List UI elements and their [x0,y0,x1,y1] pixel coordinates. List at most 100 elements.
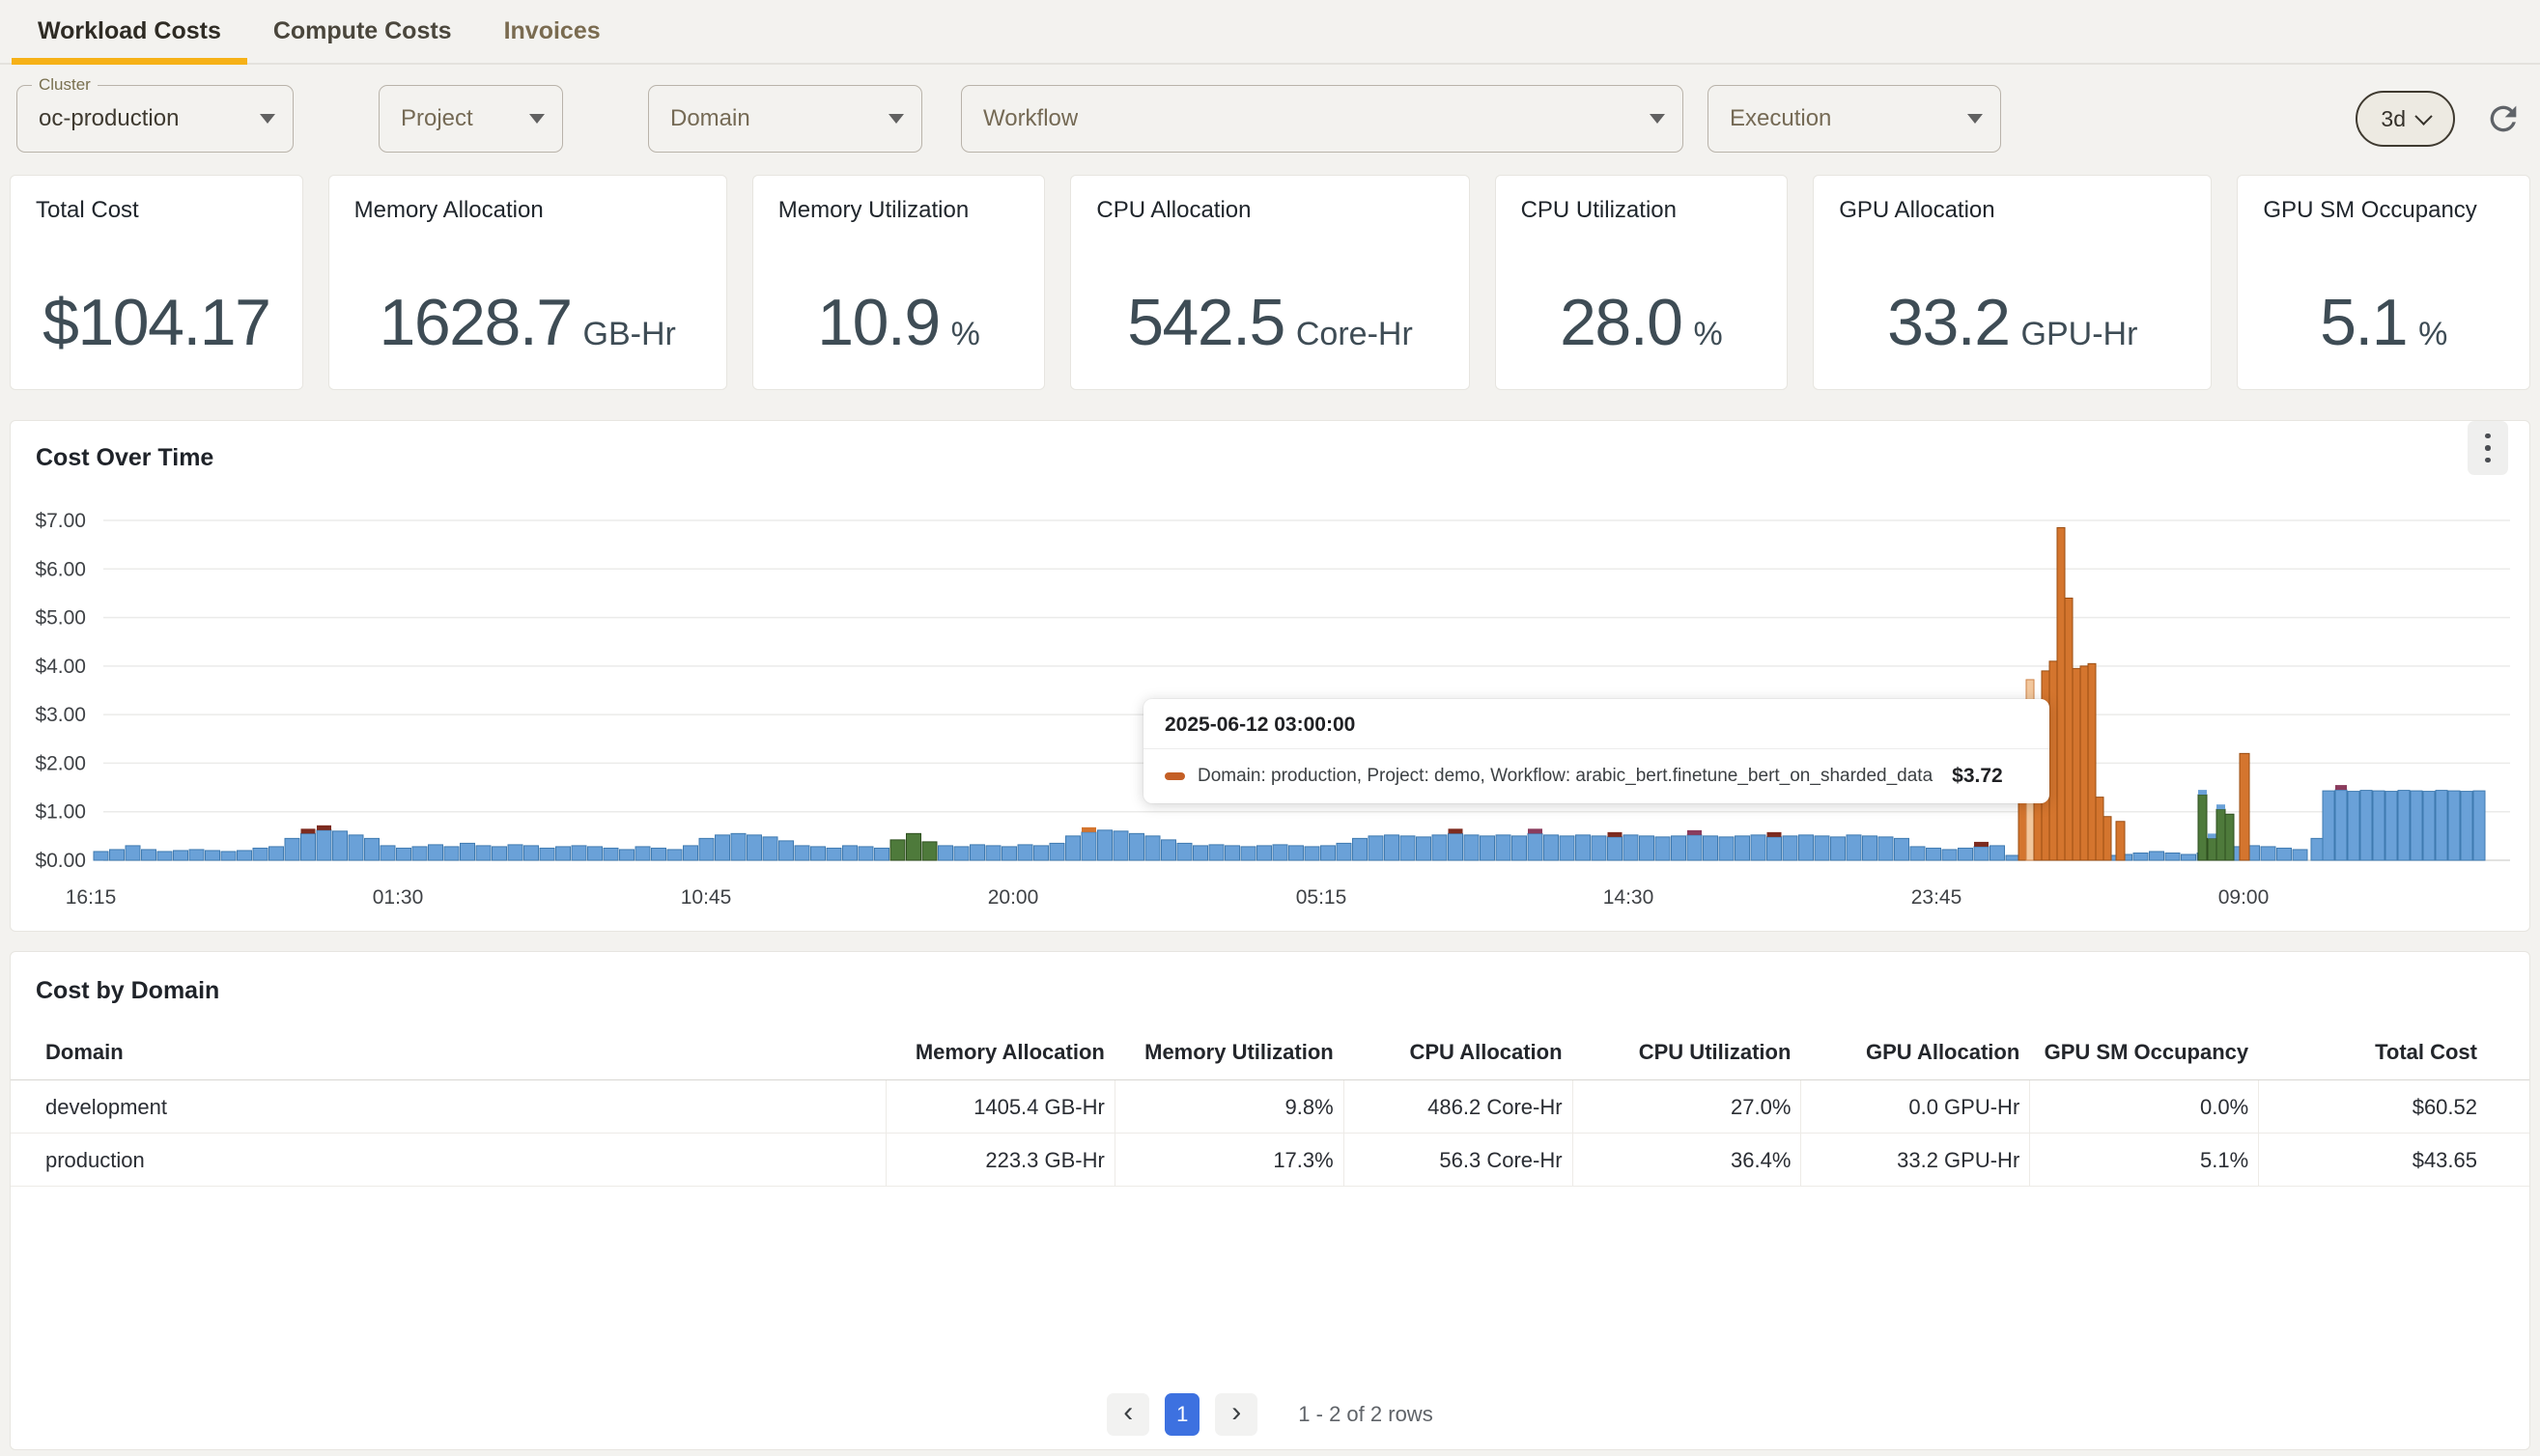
column-header-memory-allocation: Memory Allocation [915,1040,1105,1064]
chevron-down-icon [889,114,904,124]
pagination-page-1-button[interactable]: 1 [1165,1393,1200,1436]
chevron-down-icon [1967,114,1983,124]
value-cell: 36.4% [1571,1134,1801,1187]
tooltip-value: $3.72 [1952,765,2003,787]
metric-value: 1628.7 [379,286,573,359]
chevron-down-icon [260,114,275,124]
column-header-gpu-sm-occupancy: GPU SM Occupancy [2044,1040,2249,1064]
metric-unit: % [2418,316,2448,352]
execution-select-placeholder: Execution [1730,105,1832,131]
cluster-select-label: Cluster [32,75,98,96]
metric-title: Memory Utilization [777,197,970,223]
table-header-row: Domain Memory Allocation Memory Utilizatio… [11,1028,2529,1080]
value-cell: 5.1% [2029,1134,2258,1187]
svg-text:$6.00: $6.00 [35,558,86,580]
value-cell: 223.3 GB-Hr [886,1134,1115,1187]
tooltip-series-label: Domain: production, Project: demo, Workf… [1198,766,1933,786]
refresh-button[interactable] [2482,98,2525,140]
svg-text:09:00: 09:00 [2218,886,2270,909]
svg-text:$4.00: $4.00 [35,656,86,678]
metric-value: $104.17 [42,286,271,359]
time-range-label: 3d [2381,105,2406,131]
column-header-total-cost: Total Cost [2375,1040,2477,1064]
value-cell: $60.52 [2258,1080,2487,1134]
kebab-dot [2485,433,2491,439]
column-header-memory-utilization: Memory Utilization [1144,1040,1334,1064]
metric-unit: GB-Hr [582,316,676,352]
tab-workload-costs[interactable]: Workload Costs [12,0,247,65]
execution-select[interactable]: Execution [1707,85,2001,153]
time-range-button[interactable]: 3d [2356,91,2455,147]
value-cell: $43.65 [2258,1134,2487,1187]
value-cell: 0.0% [2029,1080,2258,1134]
svg-text:20:00: 20:00 [988,886,1039,909]
tab-invoices[interactable]: Invoices [478,0,627,63]
kebab-dot [2485,457,2491,463]
cost-over-time-chart[interactable]: $7.00 $6.00 $5.00 $4.00 $3.00 $2.00 $1.00 $0.00… [11,421,2529,931]
chart-title: Cost Over Time [36,444,214,471]
metric-card-cpu-allocation: CPU Allocation 542.5 Core-Hr [1070,175,1470,390]
metric-card-total-cost: Total Cost $104.17 [10,175,303,390]
metric-title: GPU SM Occupancy [2263,197,2477,223]
metric-cards-row: Total Cost $104.17 Memory Allocation 1628.7… [10,175,2530,390]
metric-card-gpu-allocation: GPU Allocation 33.2 GPU-Hr [1813,175,2213,390]
svg-text:05:15: 05:15 [1296,886,1347,909]
svg-text:10:45: 10:45 [681,886,732,909]
workflow-select[interactable]: Workflow [961,85,1683,153]
domain-select-placeholder: Domain [670,105,750,131]
metric-title: GPU Allocation [1839,197,1995,223]
tab-label: Workload Costs [38,17,221,44]
workflow-select-placeholder: Workflow [983,105,1079,131]
value-cell: 9.8% [1114,1080,1343,1134]
tooltip-timestamp: 2025-06-12 03:00:00 [1143,699,2049,749]
table-title: Cost by Domain [36,977,220,1004]
project-select[interactable]: Project [379,85,563,153]
domain-cell: production [45,1147,145,1172]
metric-unit: % [950,316,980,352]
project-select-placeholder: Project [401,105,473,131]
metric-unit: % [1693,316,1723,352]
chevron-down-icon [2414,106,2433,126]
svg-text:23:45: 23:45 [1911,886,1962,909]
pagination-next-button[interactable]: › [1215,1393,1258,1436]
filter-bar: Cluster oc-production Project Domain Workf… [16,75,2525,153]
cluster-select[interactable]: Cluster oc-production [16,75,294,153]
column-header-domain: Domain [45,1040,124,1064]
cost-over-time-card: Cost Over Time $7.00 $6.00 $5.00 $4.00 $3.00… [10,420,2530,932]
svg-text:$1.00: $1.00 [35,801,86,824]
metric-card-cpu-utilization: CPU Utilization 28.0% [1494,175,1789,390]
svg-text:$3.00: $3.00 [35,704,86,726]
metric-unit: Core-Hr [1295,316,1413,352]
domain-select[interactable]: Domain [648,85,922,153]
value-cell: 486.2 Core-Hr [1342,1080,1572,1134]
cluster-select-value: oc-production [39,105,180,131]
column-header-cpu-allocation: CPU Allocation [1409,1040,1563,1064]
cost-by-domain-table: Domain Memory Allocation Memory Utilizatio… [11,1028,2529,1187]
metric-unit: GPU-Hr [2020,316,2138,352]
metric-value: 5.1 [2320,286,2409,359]
svg-text:01:30: 01:30 [373,886,424,909]
metric-title: CPU Utilization [1520,197,1677,223]
domain-cell: development [45,1094,167,1119]
tab-compute-costs[interactable]: Compute Costs [247,0,478,63]
kebab-menu-button[interactable] [2468,421,2508,475]
chevron-down-icon [1650,114,1665,124]
column-header-cpu-utilization: CPU Utilization [1638,1040,1792,1064]
svg-text:$7.00: $7.00 [35,510,86,532]
svg-text:$0.00: $0.00 [35,850,86,872]
table-row-development: development 1405.4 GB-Hr 9.8% 486.2 Core-Hr… [11,1080,2529,1134]
value-cell: 27.0% [1571,1080,1801,1134]
pagination-prev-button[interactable]: ‹ [1107,1393,1150,1436]
chart-tooltip: 2025-06-12 03:00:00 Domain: production, … [1143,699,2049,803]
column-header-gpu-allocation: GPU Allocation [1865,1040,2020,1064]
cost-by-domain-card: Cost by Domain Domain Memory Allocation Me… [10,951,2530,1450]
value-cell: 1405.4 GB-Hr [886,1080,1115,1134]
value-cell: 17.3% [1114,1134,1343,1187]
value-cell: 56.3 Core-Hr [1342,1134,1572,1187]
metric-title: CPU Allocation [1096,197,1252,223]
chevron-down-icon [529,114,545,124]
metric-value: 542.5 [1127,286,1285,359]
metric-card-gpu-sm-occupancy: GPU SM Occupancy 5.1% [2237,175,2530,390]
tab-label: Invoices [503,17,601,44]
metric-title: Total Cost [36,197,139,223]
